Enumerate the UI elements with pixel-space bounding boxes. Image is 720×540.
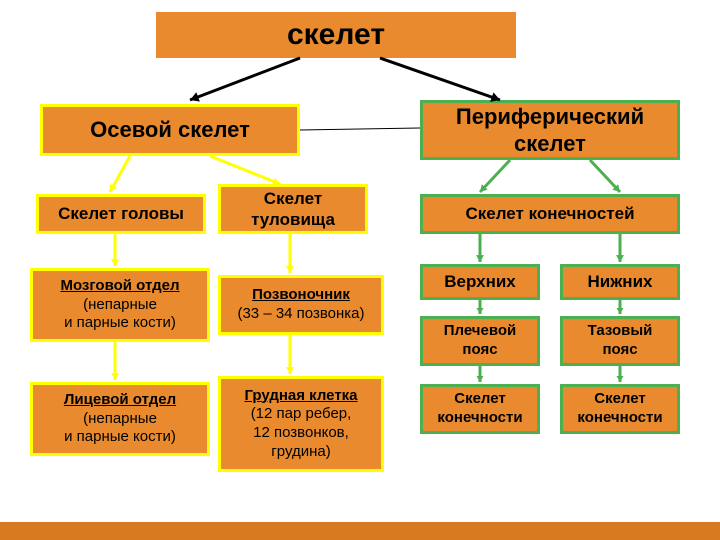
face-title: Лицевой отдел: [64, 391, 176, 410]
chest-box: Грудная клетка (12 пар ребер, 12 позвонк…: [218, 376, 384, 472]
head-label: Скелет головы: [58, 203, 184, 224]
upper-label: Верхних: [444, 271, 516, 292]
limb-left-box: Скелет конечности: [420, 384, 540, 434]
limb-left-label: Скелет конечности: [437, 390, 522, 428]
spine-title: Позвоночник: [252, 286, 350, 305]
brain-rest: (непарные и парные кости): [64, 296, 176, 334]
peripheral-label: Периферический скелет: [456, 103, 644, 158]
trunk-label: Скелет туловища: [251, 188, 335, 231]
root-label: скелет: [287, 16, 385, 54]
peripheral-box: Периферический скелет: [420, 100, 680, 160]
limbs-label: Скелет конечностей: [465, 203, 634, 224]
chest-title: Грудная клетка: [244, 387, 357, 406]
brain-title: Мозговой отдел: [60, 277, 179, 296]
face-rest: (непарные и парные кости): [64, 410, 176, 448]
lower-label: Нижних: [588, 271, 653, 292]
head-box: Скелет головы: [36, 194, 206, 234]
lower-box: Нижних: [560, 264, 680, 300]
limb-right-box: Скелет конечности: [560, 384, 680, 434]
limb-right-label: Скелет конечности: [577, 390, 662, 428]
limbs-box: Скелет конечностей: [420, 194, 680, 234]
trunk-box: Скелет туловища: [218, 184, 368, 234]
brain-box: Мозговой отдел (непарные и парные кости): [30, 268, 210, 342]
upper-box: Верхних: [420, 264, 540, 300]
spine-rest: (33 – 34 позвонка): [237, 305, 364, 324]
axial-box: Осевой скелет: [40, 104, 300, 156]
root-box: скелет: [156, 12, 516, 58]
chest-rest: (12 пар ребер, 12 позвонков, грудина): [251, 405, 352, 461]
spine-box: Позвоночник (33 – 34 позвонка): [218, 275, 384, 335]
face-box: Лицевой отдел (непарные и парные кости): [30, 382, 210, 456]
footer-bar: [0, 522, 720, 540]
shoulder-label: Плечевой пояс: [444, 322, 517, 360]
shoulder-box: Плечевой пояс: [420, 316, 540, 366]
axial-label: Осевой скелет: [90, 116, 250, 144]
pelvic-box: Тазовый пояс: [560, 316, 680, 366]
pelvic-label: Тазовый пояс: [588, 322, 653, 360]
